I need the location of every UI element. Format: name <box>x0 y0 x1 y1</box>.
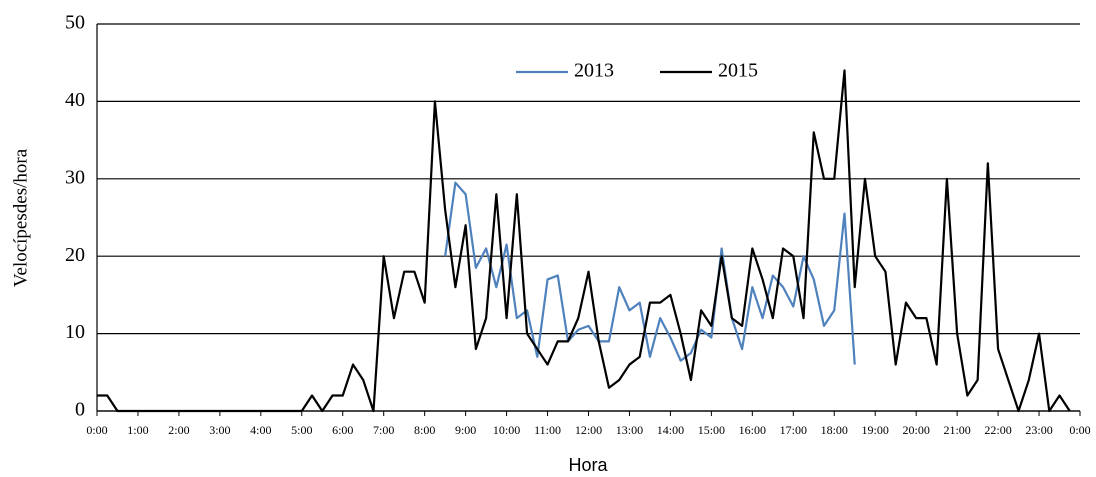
x-tick-label: 3:00 <box>209 423 230 437</box>
y-tick-label: 30 <box>65 166 85 188</box>
x-tick-label: 7:00 <box>373 423 394 437</box>
x-tick-label: 12:00 <box>575 423 602 437</box>
x-tick-label: 0:00 <box>86 423 107 437</box>
legend-label: 2013 <box>574 60 614 82</box>
y-tick-label: 20 <box>65 244 85 266</box>
legend-label: 2015 <box>718 60 758 82</box>
x-tick-label: 22:00 <box>984 423 1011 437</box>
x-tick-label: 10:00 <box>493 423 520 437</box>
x-tick-label: 0:00 <box>1069 423 1090 437</box>
x-tick-label: 17:00 <box>780 423 807 437</box>
x-tick-label: 15:00 <box>698 423 725 437</box>
series-line <box>444 181 856 365</box>
x-tick-label: 2:00 <box>168 423 189 437</box>
x-tick-label: 9:00 <box>455 423 476 437</box>
y-tick-label: 40 <box>65 89 85 111</box>
y-tick-label: 0 <box>75 399 85 421</box>
x-tick-label: 21:00 <box>943 423 970 437</box>
x-tick-label: 5:00 <box>291 423 312 437</box>
x-tick-label: 18:00 <box>821 423 848 437</box>
series-line <box>97 69 1071 413</box>
x-tick-label: 23:00 <box>1025 423 1052 437</box>
x-tick-label: 19:00 <box>862 423 889 437</box>
x-axis-label: Hora <box>568 455 608 475</box>
y-tick-label: 50 <box>65 12 85 34</box>
x-tick-label: 14:00 <box>657 423 684 437</box>
x-tick-label: 20:00 <box>902 423 929 437</box>
x-tick-label: 16:00 <box>739 423 766 437</box>
x-tick-label: 8:00 <box>414 423 435 437</box>
x-tick-label: 1:00 <box>127 423 148 437</box>
x-tick-label: 6:00 <box>332 423 353 437</box>
x-tick-label: 11:00 <box>534 423 561 437</box>
y-tick-label: 10 <box>65 321 85 343</box>
x-tick-label: 4:00 <box>250 423 271 437</box>
y-axis-label: Velocípesdes/hora <box>10 148 31 287</box>
x-tick-label: 13:00 <box>616 423 643 437</box>
